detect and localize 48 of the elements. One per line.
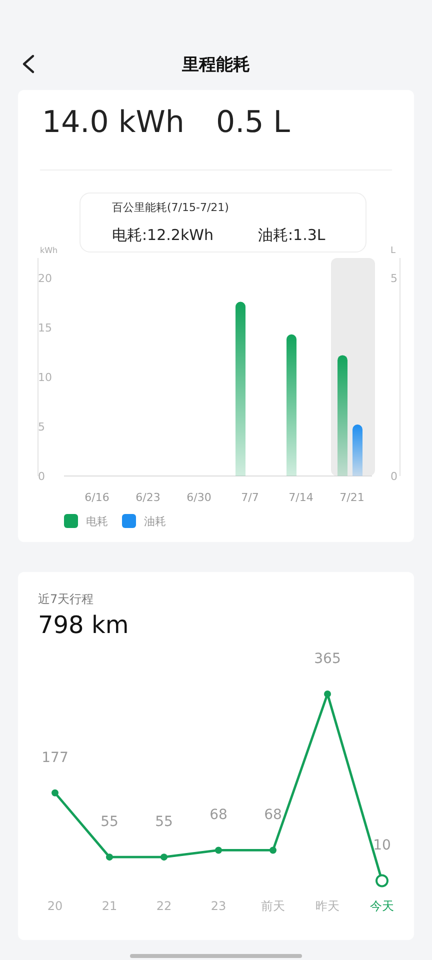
y2-tick-label: 5 [390, 272, 398, 285]
text: 14.0 kWh [42, 105, 184, 140]
x-tick-label: 昨天 [316, 899, 340, 913]
point [324, 690, 331, 698]
point [106, 854, 113, 861]
text: 百公里能耗(7/15-7/21) [112, 201, 229, 214]
chart-title: 里程能耗 [181, 55, 250, 75]
x-tick-label: 6/16 [84, 491, 110, 504]
x-tick-label: 7/21 [340, 491, 364, 504]
x-tick-label: 前天 [261, 899, 285, 913]
chart-subtitle: 798 km [38, 611, 129, 639]
bar [338, 355, 348, 476]
bar [236, 302, 246, 476]
data-label: 177 [42, 750, 68, 766]
y-tick-label: 20 [38, 272, 52, 285]
x-tick-label: 20 [47, 899, 63, 913]
data-label: 68 [210, 807, 228, 824]
y-tick-label: 0 [38, 470, 45, 483]
text: 油耗:1.3L [258, 226, 326, 244]
x-tick-label: 7/7 [241, 491, 259, 504]
point [160, 854, 168, 861]
x-tick-label: 22 [156, 899, 172, 913]
bar [286, 334, 296, 476]
data-label: 10 [373, 838, 391, 854]
x-tick-label: 6/30 [186, 491, 212, 504]
data-label: 55 [100, 814, 118, 830]
data-label: 365 [314, 651, 341, 667]
text: 电耗:12.2kWh [112, 226, 214, 244]
legend-label: 电耗 [86, 515, 108, 528]
point [215, 846, 222, 854]
point [52, 789, 58, 796]
y-tick-label: 15 [38, 322, 52, 334]
x-tick-label: 23 [210, 899, 226, 913]
x-tick-label: 今天 [370, 899, 394, 913]
data-label: 55 [155, 814, 173, 830]
x-tick-label: 21 [102, 899, 118, 913]
point [270, 846, 276, 854]
x-tick-label: 7/14 [288, 491, 314, 504]
y-axis-title: kWh [40, 246, 58, 255]
x-tick-label: 6/23 [136, 491, 160, 504]
y-tick-label: 5 [38, 420, 45, 434]
text: 0.5 L [216, 105, 290, 140]
y2-tick-label: 0 [390, 470, 398, 483]
chart-title: 近7天行程 [38, 592, 94, 606]
data-label: 68 [264, 807, 282, 824]
y2-axis-title: L [390, 246, 396, 256]
y-tick-label: 10 [38, 371, 52, 384]
legend-label: 油耗 [144, 515, 166, 528]
